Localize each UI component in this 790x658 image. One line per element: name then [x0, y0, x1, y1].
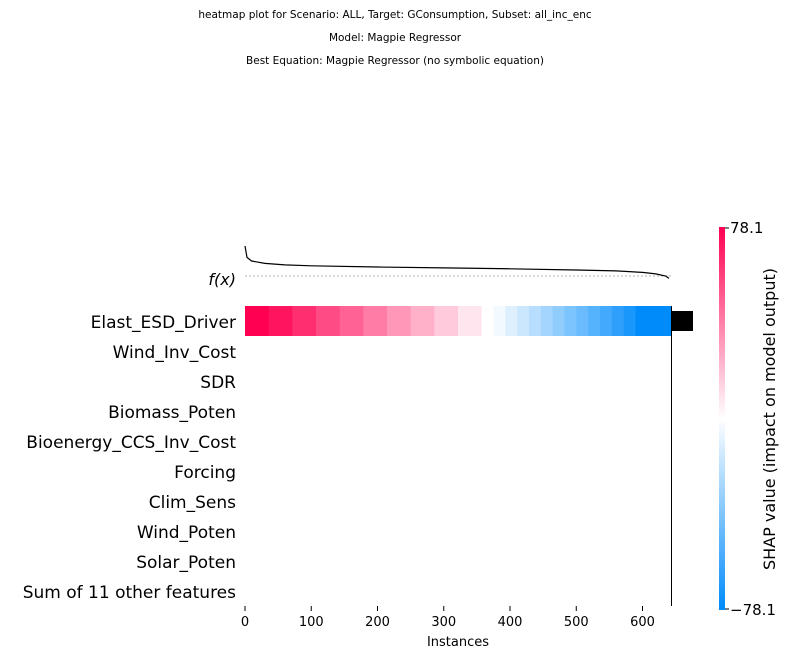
feature-label: Biomass_Poten	[108, 403, 236, 423]
heatmap-cell	[552, 306, 566, 336]
heatmap-cell	[245, 306, 258, 336]
x-tick-label: 500	[564, 615, 589, 630]
heatmap-cell	[517, 306, 530, 336]
heatmap-cell	[375, 306, 388, 336]
heatmap-cell	[540, 306, 554, 336]
feature-label: Wind_Poten	[137, 523, 236, 543]
feature-label: SDR	[200, 373, 236, 393]
x-tick-label: 200	[365, 615, 390, 630]
importance-bars	[672, 311, 693, 331]
chart-title-line-3: Best Equation: Magpie Regressor (no symb…	[246, 55, 544, 67]
heatmap-cell	[647, 306, 660, 336]
heatmap-cell	[446, 306, 459, 336]
feature-label: Sum of 11 other features	[23, 583, 236, 603]
heatmap-cell	[387, 306, 400, 336]
x-tick-label: 600	[630, 615, 655, 630]
feature-label: Forcing	[174, 463, 236, 483]
heatmap-cell	[564, 306, 577, 336]
heatmap-cell	[529, 306, 542, 336]
heatmap-cell	[505, 306, 518, 336]
feature-label: Bioenergy_CCS_Inv_Cost	[26, 433, 236, 453]
heatmap-cell	[280, 306, 293, 336]
chart-title-line-1: heatmap plot for Scenario: ALL, Target: …	[198, 9, 592, 21]
heatmap-cell	[268, 306, 282, 336]
feature-label: Clim_Sens	[149, 493, 236, 513]
heatmap-cell	[316, 306, 329, 336]
heatmap-cell	[410, 306, 424, 336]
x-tick-label: 0	[241, 615, 249, 630]
fx-curve	[244, 245, 670, 279]
colorbar-max-label: 78.1	[730, 219, 763, 237]
heatmap-cell	[600, 306, 613, 336]
heatmap-cell	[304, 306, 317, 336]
feature-label: Elast_ESD_Driver	[91, 313, 236, 333]
feature-label: Wind_Inv_Cost	[113, 343, 237, 363]
colorbar-min-label: −78.1	[730, 601, 776, 619]
heatmap-cell	[292, 306, 305, 336]
heatmap-cells	[245, 306, 672, 336]
heatmap-cell	[623, 306, 637, 336]
heatmap-cell	[256, 306, 270, 336]
heatmap-cell	[493, 306, 506, 336]
x-tick-label: 400	[498, 615, 523, 630]
heatmap-cell	[635, 306, 648, 336]
heatmap-cell	[588, 306, 601, 336]
x-tick-label: 300	[431, 615, 456, 630]
heatmap-cell	[611, 306, 625, 336]
chart-title-line-2: Model: Magpie Regressor	[328, 32, 462, 44]
heatmap-cell	[434, 306, 447, 336]
feature-label: Solar_Poten	[136, 553, 236, 573]
heatmap-cell	[469, 306, 483, 336]
heatmap-cell	[327, 306, 341, 336]
importance-bar	[672, 311, 693, 331]
fx-label: f(x)	[208, 270, 236, 289]
heatmap-cell	[458, 306, 471, 336]
heatmap-cell	[481, 306, 495, 336]
heatmap-cell	[576, 306, 589, 336]
x-tick-label: 100	[299, 615, 324, 630]
colorbar	[719, 227, 725, 610]
heatmap-cell	[351, 306, 364, 336]
heatmap-cell	[339, 306, 353, 336]
colorbar-label: SHAP value (impact on model output)	[760, 268, 779, 570]
feature-labels: Elast_ESD_Driver Wind_Inv_Cost SDR Biomass_…	[23, 313, 237, 603]
x-axis-ticks: 0 100 200 300 400 500 600	[241, 606, 655, 630]
heatmap-cell	[398, 306, 412, 336]
heatmap-cell	[659, 306, 672, 336]
x-axis-label: Instances	[427, 635, 489, 650]
heatmap-cell	[422, 306, 435, 336]
heatmap-cell	[363, 306, 376, 336]
